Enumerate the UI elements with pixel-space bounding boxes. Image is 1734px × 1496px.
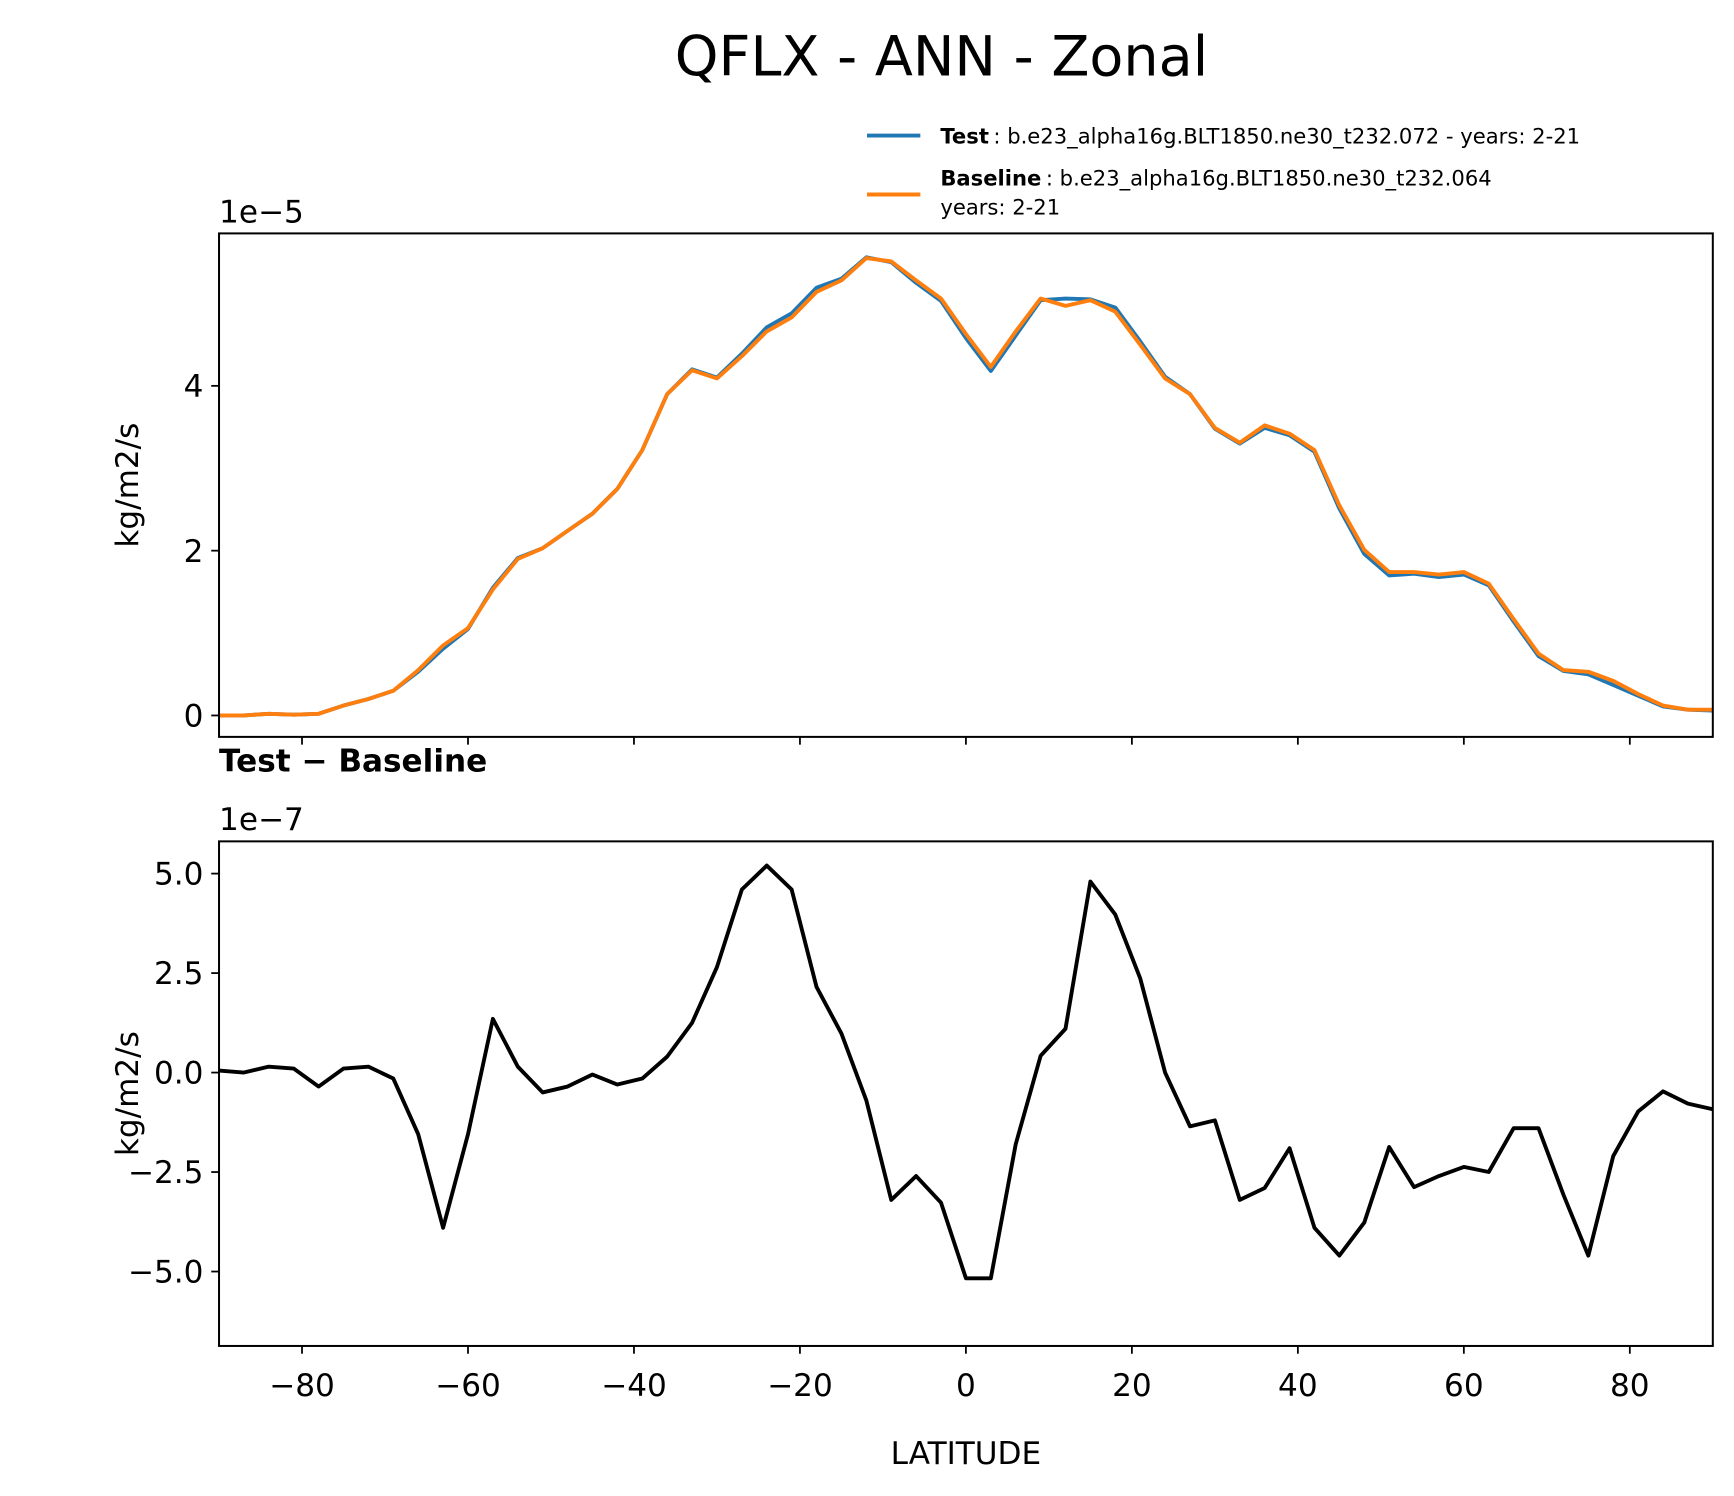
x-tick-label: 0 [956,1368,976,1404]
legend-label: : b.e23_alpha16g.BLT1850.ne30_t232.072 -… [993,123,1580,149]
x-tick-label: 80 [1610,1368,1650,1404]
x-tick-label: −40 [601,1368,667,1404]
x-tick-label: 60 [1444,1368,1484,1404]
y-tick-label: −2.5 [128,1155,204,1191]
y-tick-label: 5.0 [154,857,203,893]
legend-label: years: 2-21 [940,195,1060,220]
y-axis-label: kg/m2/s [110,1031,146,1156]
legend-label: : b.e23_alpha16g.BLT1850.ne30_t232.064 [1046,166,1492,192]
x-tick-label: 40 [1278,1368,1318,1404]
y-tick-label: 4 [184,369,204,405]
y-axis-label: kg/m2/s [110,423,146,548]
legend-name: Test [940,123,989,148]
data-line [219,256,1713,718]
x-tick-label: −60 [435,1368,501,1404]
plot-frame [218,840,1714,1347]
data-line [218,863,1714,1281]
offset-label: 1e−5 [219,194,304,230]
figure-title: QFLX - ANN - Zonal [675,25,1208,90]
x-tick-label: 20 [1112,1368,1152,1404]
axes-title: Test − Baseline [219,743,487,779]
y-tick-label: −5.0 [128,1255,204,1291]
y-tick-label: 0 [184,699,204,735]
x-tick-label: −20 [767,1368,833,1404]
y-tick-label: 0.0 [154,1056,203,1092]
y-tick-label: 2.5 [154,956,203,992]
legend-name: Baseline [940,166,1041,191]
offset-label: 1e−7 [219,802,304,838]
x-axis-label: LATITUDE [891,1436,1041,1472]
x-tick-label: −80 [269,1368,335,1404]
plot-frame [218,232,1714,738]
y-tick-label: 2 [184,534,204,570]
